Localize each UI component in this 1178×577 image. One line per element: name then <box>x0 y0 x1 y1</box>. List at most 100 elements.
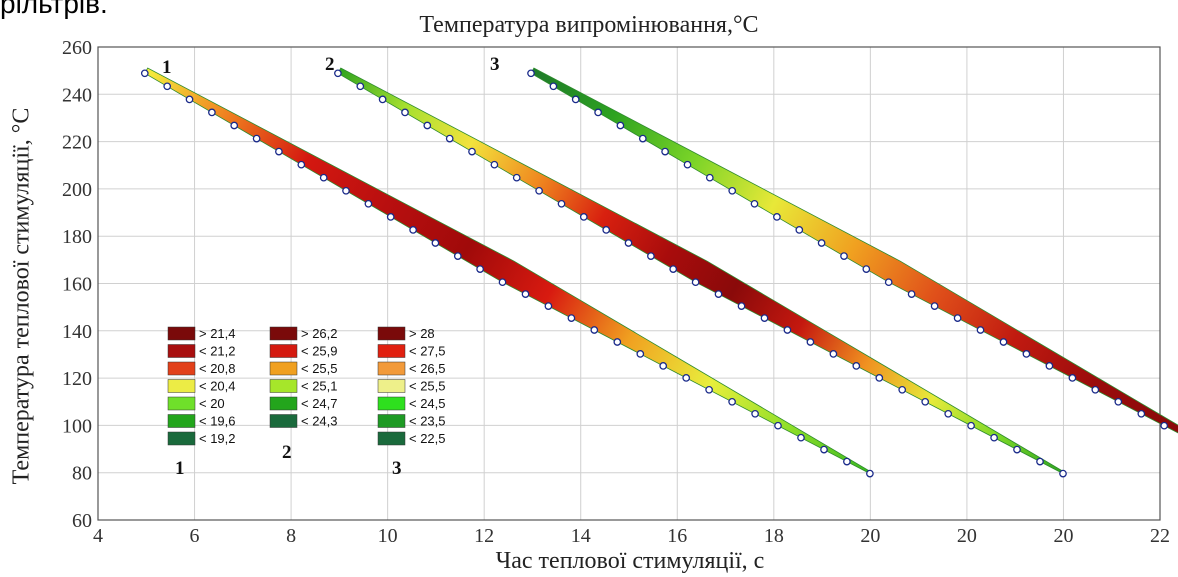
x-tick-label: 4 <box>93 525 103 547</box>
series-2-point <box>401 108 409 117</box>
series-3-point <box>817 239 826 247</box>
series-3-point <box>795 226 804 234</box>
x-tick-label: 6 <box>190 525 200 547</box>
legend-label: < 21,2 <box>199 344 236 359</box>
series-1-point <box>140 69 149 78</box>
x-tick-label: 20 <box>957 525 977 547</box>
legend-swatch <box>269 361 298 376</box>
legend-label: < 23,5 <box>409 414 446 429</box>
legend-label: < 22,5 <box>409 431 446 446</box>
series-2-point <box>691 278 700 287</box>
chart-title: Температура випромінювання,°С <box>419 12 759 38</box>
legend-label: < 26,5 <box>409 361 446 376</box>
series-1-point <box>613 338 622 346</box>
legend-swatch <box>377 396 406 411</box>
series-3-point <box>862 265 871 273</box>
legend-swatch <box>377 431 406 446</box>
series-2-point <box>468 147 476 156</box>
legend-swatch <box>377 344 406 358</box>
legend-swatch <box>377 361 406 376</box>
x-tick-label: 18 <box>764 525 784 547</box>
legend-group-label: 2 <box>282 442 292 463</box>
legend-label: < 25,5 <box>409 379 446 394</box>
x-tick-label: 8 <box>286 525 296 547</box>
y-tick-label: 100 <box>62 415 92 437</box>
legend-label: > 21,4 <box>199 326 236 341</box>
legend-label: < 27,5 <box>409 344 446 359</box>
y-tick-label: 80 <box>72 463 92 485</box>
series-2-point <box>1059 469 1067 478</box>
series-1-point <box>409 226 417 234</box>
legend-label: > 26,2 <box>301 326 338 341</box>
series-1-point <box>498 278 507 287</box>
y-tick-label: 160 <box>62 274 92 296</box>
series-3-point <box>571 95 580 104</box>
legend-group-label: 3 <box>392 458 402 479</box>
series-2-point <box>990 433 998 442</box>
series-2-point <box>737 302 746 310</box>
series-3-point <box>638 134 647 143</box>
series-1-point <box>342 186 350 195</box>
y-tick-label: 60 <box>72 510 92 532</box>
series-1-point <box>705 385 713 394</box>
x-tick-label: 20 <box>1053 525 1073 547</box>
legend-swatch <box>269 344 298 358</box>
series-1-point <box>659 362 668 370</box>
series-2-point <box>356 82 365 91</box>
series-labels: 1 1 2 2 3 3 <box>162 54 500 479</box>
series-band-1 <box>144 67 872 475</box>
series-2-point <box>423 121 432 130</box>
series-1-point <box>386 213 395 221</box>
series-label-top: 2 <box>325 54 335 75</box>
legend-label: < 25,9 <box>301 344 338 359</box>
series-1-point <box>590 326 599 334</box>
series-3-point <box>907 290 916 298</box>
series-3-point <box>1160 421 1169 430</box>
series-3-point <box>999 338 1008 346</box>
legend-label: < 24,5 <box>409 396 446 411</box>
series-2-point <box>669 265 678 273</box>
legend-label: < 24,3 <box>301 414 338 429</box>
x-axis-ticks: 4 6 8 10 12 14 16 18 20 20 20 22 <box>93 525 1170 547</box>
legend-label: < 20,8 <box>199 361 236 376</box>
y-tick-label: 140 <box>62 321 92 343</box>
legend-swatch <box>167 379 196 393</box>
series-3-point <box>773 213 781 221</box>
legend-swatch <box>269 379 298 393</box>
legend-swatch <box>269 326 298 341</box>
x-tick-label: 16 <box>667 525 687 547</box>
legend-label: < 19,2 <box>199 431 236 446</box>
series-3-point <box>705 173 714 182</box>
legend-swatch <box>167 361 196 376</box>
legend-swatch <box>269 414 298 428</box>
legend-swatch <box>167 396 196 411</box>
plot-frame <box>97 46 1161 521</box>
series-2-point <box>490 160 499 169</box>
series-2-point <box>921 397 930 406</box>
legend-swatch <box>377 326 406 341</box>
plot-border <box>97 46 1161 521</box>
y-axis-ticks: 60 80 100 120 140 160 180 200 220 240 260 <box>62 37 92 532</box>
series-3-point <box>840 252 848 260</box>
series-1-point <box>319 173 328 182</box>
series-2-point <box>829 350 838 358</box>
x-tick-label: 22 <box>1150 525 1170 547</box>
x-tick-label: 12 <box>474 525 494 547</box>
legend-swatch <box>167 344 196 358</box>
y-tick-label: 260 <box>62 37 92 59</box>
legend-label: < 20,4 <box>199 379 236 394</box>
legend-label: < 20 <box>199 396 225 411</box>
legend-swatch <box>167 414 196 428</box>
x-tick-label: 20 <box>860 525 880 547</box>
legend: > 21,4 < 21,2 < 20,8 < 20,4 < 20 < 19,6 < 19,2… <box>167 326 446 446</box>
series-3-point <box>750 199 759 208</box>
series-bands <box>144 67 1178 475</box>
series-1-point <box>297 160 306 169</box>
series-1-point <box>431 239 440 247</box>
series-3-point <box>1114 397 1123 406</box>
series-1-point <box>163 82 172 91</box>
series-3-point <box>683 160 692 169</box>
legend-label: < 24,7 <box>301 396 338 411</box>
series-2-point <box>967 421 975 430</box>
